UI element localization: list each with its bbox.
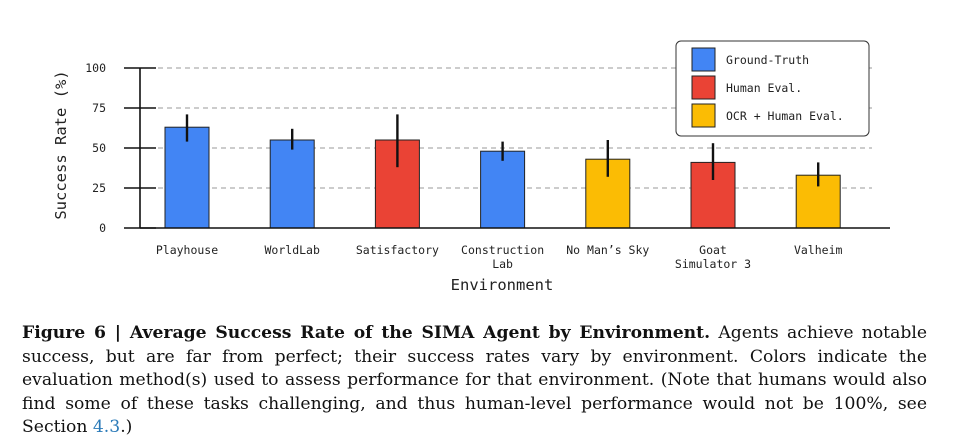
legend-label: Ground-Truth — [726, 53, 809, 67]
section-reference-link[interactable]: 4.3 — [92, 417, 121, 437]
x-tick-label: Goat — [699, 243, 727, 257]
y-tick-label: 0 — [99, 221, 106, 235]
x-axis-tick-labels: Playhouse WorldLab Satisfactory Constructio… — [156, 243, 843, 271]
legend-label: Human Eval. — [726, 81, 802, 95]
x-tick-label: Construction — [461, 243, 544, 257]
legend-box — [675, 40, 870, 137]
x-tick-label: Satisfactory — [356, 243, 439, 257]
caption-label: Figure 6 | — [22, 323, 122, 343]
y-tick-label: 100 — [85, 61, 106, 75]
x-tick-label: Playhouse — [156, 243, 218, 257]
legend-swatch — [691, 103, 716, 128]
error-bars — [185, 114, 820, 187]
caption-end: .) — [120, 417, 133, 437]
x-tick-label: Simulator 3 — [675, 257, 751, 271]
y-axis-label: Success Rate (%) — [52, 70, 70, 219]
x-tick-label: No Man’s Sky — [566, 243, 649, 257]
y-tick-label: 25 — [92, 181, 106, 195]
legend-swatch — [691, 47, 716, 72]
grid-lines — [140, 67, 872, 189]
bar-chart: 0 25 50 75 100 Playhouse WorldLab Satisfactory… — [52, 40, 890, 294]
x-axis-label: Environment — [451, 276, 554, 294]
y-tick-label: 50 — [92, 141, 106, 155]
x-tick-label: WorldLab — [265, 243, 320, 257]
figure-caption: Figure 6 | Average Success Rate of the S… — [22, 322, 927, 440]
x-tick-label: Valheim — [794, 243, 843, 257]
x-tick-label: Lab — [492, 257, 513, 271]
bar — [164, 126, 210, 229]
y-tick-label: 75 — [92, 101, 106, 115]
legend: Ground-Truth Human Eval. OCR + Human Eval. — [675, 40, 870, 137]
caption-title: Average Success Rate of the SIMA Agent b… — [129, 323, 711, 343]
y-axis-ticks: 0 25 50 75 100 — [85, 61, 156, 235]
bars — [164, 126, 841, 229]
bar — [480, 150, 526, 229]
legend-swatch — [691, 75, 716, 100]
caption-text: Agents achieve notable success, but are … — [22, 323, 928, 437]
bar — [269, 139, 315, 229]
legend-label: OCR + Human Eval. — [726, 109, 844, 123]
